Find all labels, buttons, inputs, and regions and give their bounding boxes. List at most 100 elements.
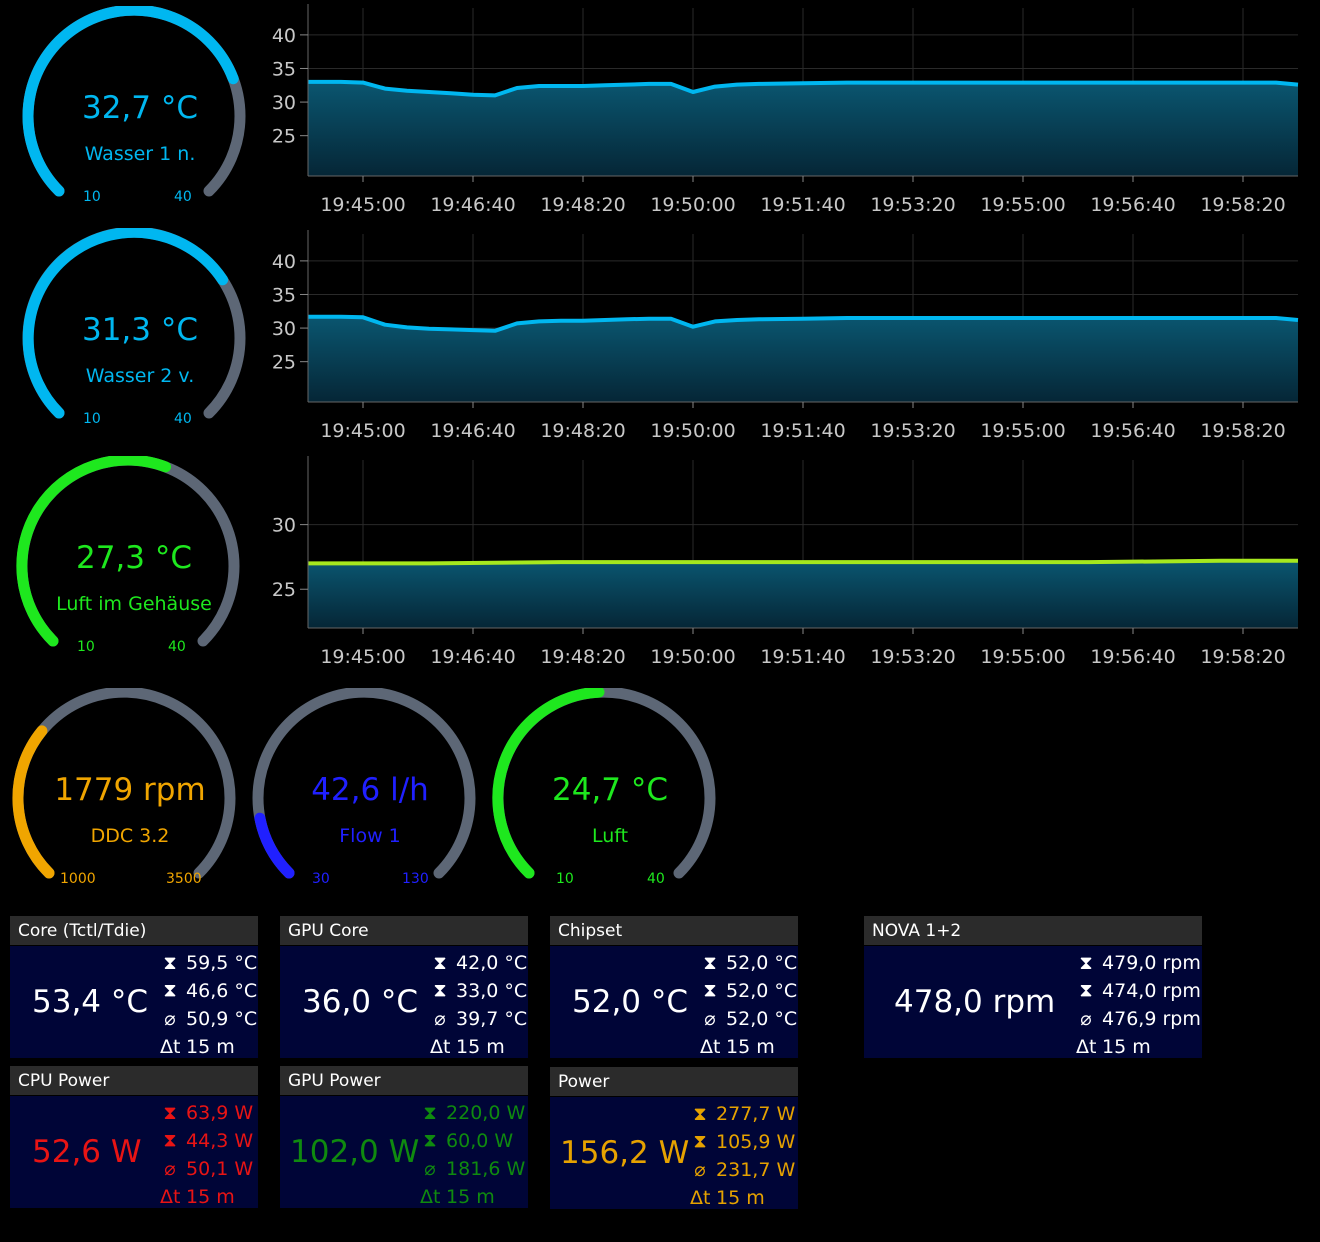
- card-body: 478,0 rpm ⧗ 479,0 rpm ⧗ 474,0 rpm ⌀ 476,…: [864, 946, 1202, 1058]
- card-stat-min: ⧗ 44,3 W: [160, 1127, 253, 1155]
- x-tick-label: 19:55:00: [980, 420, 1065, 442]
- card-title: Core (Tctl/Tdie): [10, 916, 258, 945]
- card-title: Power: [550, 1067, 798, 1096]
- gauge-ring: [492, 688, 716, 879]
- y-tick-label: 30: [272, 515, 296, 537]
- stat-max-value: 479,0 rpm: [1102, 952, 1201, 974]
- peak-min-icon: ⧗: [423, 1130, 437, 1152]
- average-icon: ⌀: [424, 1158, 436, 1180]
- y-tick-label: 25: [272, 352, 296, 374]
- card-stat-max: ⧗ 59,5 °C: [160, 949, 257, 977]
- card-stats: ⧗ 220,0 W ⧗ 60,0 W ⌀ 181,6 W Δt 15 m: [420, 1099, 525, 1211]
- x-tick-label: 19:50:00: [650, 194, 735, 216]
- stat-min-value: 474,0 rpm: [1102, 980, 1201, 1002]
- gauge-label: DDC 3.2: [90, 825, 170, 847]
- card-title: NOVA 1+2: [864, 916, 1202, 945]
- card-title: Chipset: [550, 916, 798, 945]
- card-nova-fans: NOVA 1+2 478,0 rpm ⧗ 479,0 rpm ⧗ 474,0 r…: [864, 916, 1202, 1058]
- x-tick-label: 19:51:40: [760, 194, 845, 216]
- card-gpu-core: GPU Core 36,0 °C ⧗ 42,0 °C ⧗ 33,0 °C ⌀ 3…: [280, 916, 528, 1058]
- x-tick-label: 19:51:40: [760, 646, 845, 668]
- gauge-label: Luft im Gehäuse: [56, 593, 212, 615]
- card-current-value: 36,0 °C: [302, 984, 419, 1020]
- card-body: 53,4 °C ⧗ 59,5 °C ⧗ 46,6 °C ⌀ 50,9 °C Δt…: [10, 946, 258, 1058]
- peak-max-icon: ⧗: [693, 1103, 707, 1125]
- x-tick-label: 19:58:20: [1200, 420, 1285, 442]
- card-stat-dt: Δt 15 m: [1076, 1033, 1201, 1061]
- x-tick-label: 19:45:00: [320, 646, 405, 668]
- card-title: GPU Power: [280, 1066, 528, 1095]
- card-stat-dt: Δt 15 m: [700, 1033, 797, 1061]
- gauge-ring: [12, 688, 236, 879]
- chart-luft-im-gehaeuse: 25 30 19:45:00 19:46:40 19:48:20 19:50:00 19:5…: [262, 456, 1312, 672]
- chart-svg: 25 30 35 40 19:45:00 19:46:40 19:48:20 19:50:00…: [272, 4, 1299, 216]
- card-stat-max: ⧗ 479,0 rpm: [1076, 949, 1201, 977]
- chart-wasser-2: 25 30 35 40 19:45:00 19:46:40 19:48:20 19:50:00…: [262, 230, 1312, 446]
- gauge-ring: [16, 456, 240, 647]
- card-stat-max: ⧗ 52,0 °C: [700, 949, 797, 977]
- y-tick-label: 35: [272, 284, 296, 306]
- peak-min-icon: ⧗: [163, 980, 177, 1002]
- peak-min-icon: ⧗: [703, 980, 717, 1002]
- gauge-min-label: 10: [556, 871, 574, 887]
- x-tick-label: 19:56:40: [1090, 194, 1175, 216]
- stat-avg-value: 52,0 °C: [726, 1008, 798, 1030]
- gauge-track: [252, 688, 476, 879]
- stat-min-value: 44,3 W: [186, 1130, 254, 1152]
- x-tick-label: 19:56:40: [1090, 646, 1175, 668]
- x-tick-label: 19:53:20: [870, 646, 955, 668]
- card-stat-avg: ⌀ 52,0 °C: [700, 1005, 797, 1033]
- stat-dt-value: 15 m: [186, 1186, 235, 1208]
- peak-max-icon: ⧗: [1079, 952, 1093, 974]
- gauge-min-label: 30: [312, 871, 330, 887]
- card-stats: ⧗ 277,7 W ⧗ 105,9 W ⌀ 231,7 W Δt 15 m: [690, 1100, 795, 1212]
- card-stat-avg: ⌀ 231,7 W: [690, 1156, 795, 1184]
- delta-time-icon: Δt: [430, 1036, 451, 1058]
- peak-min-icon: ⧗: [433, 980, 447, 1002]
- stat-dt-value: 15 m: [446, 1186, 495, 1208]
- stat-avg-value: 50,1 W: [186, 1158, 254, 1180]
- series-area: [308, 560, 1298, 628]
- x-tick-label: 19:48:20: [540, 420, 625, 442]
- stat-avg-value: 50,9 °C: [186, 1008, 258, 1030]
- card-stat-dt: Δt 15 m: [420, 1183, 525, 1211]
- card-body: 102,0 W ⧗ 220,0 W ⧗ 60,0 W ⌀ 181,6 W Δt …: [280, 1096, 528, 1208]
- chart-svg: 25 30 19:45:00 19:46:40 19:48:20 19:50:00 19:5…: [272, 456, 1298, 668]
- y-tick-label: 40: [272, 251, 296, 273]
- average-icon: ⌀: [434, 1008, 446, 1030]
- stat-avg-value: 181,6 W: [446, 1158, 526, 1180]
- card-stat-dt: Δt 15 m: [430, 1033, 527, 1061]
- card-stat-min: ⧗ 52,0 °C: [700, 977, 797, 1005]
- gauge-ring: [22, 6, 246, 197]
- y-tick-label: 30: [272, 318, 296, 340]
- gauge-wasser-2: 31,3 °C Wasser 2 v. 10 40: [20, 228, 260, 448]
- peak-max-icon: ⧗: [703, 952, 717, 974]
- gauge-min-label: 10: [83, 189, 101, 205]
- card-body: 52,6 W ⧗ 63,9 W ⧗ 44,3 W ⌀ 50,1 W Δt 15 …: [10, 1096, 258, 1208]
- card-stat-max: ⧗ 220,0 W: [420, 1099, 525, 1127]
- card-gpu-power: GPU Power 102,0 W ⧗ 220,0 W ⧗ 60,0 W ⌀ 1…: [280, 1066, 528, 1208]
- gauge-min-label: 1000: [60, 871, 96, 887]
- card-stats: ⧗ 59,5 °C ⧗ 46,6 °C ⌀ 50,9 °C Δt 15 m: [160, 949, 257, 1061]
- x-tick-label: 19:48:20: [540, 194, 625, 216]
- card-stats: ⧗ 479,0 rpm ⧗ 474,0 rpm ⌀ 476,9 rpm Δt 1…: [1076, 949, 1201, 1061]
- stat-max-value: 59,5 °C: [186, 952, 258, 974]
- gauge-luft: 24,7 °C Luft 10 40: [490, 688, 730, 908]
- gauge-value: 1779 rpm: [54, 772, 206, 808]
- x-tick-label: 19:53:20: [870, 194, 955, 216]
- x-tick-label: 19:46:40: [430, 646, 515, 668]
- series-area: [308, 81, 1298, 176]
- gauge-min-label: 10: [83, 411, 101, 427]
- gauge-label: Wasser 1 n.: [84, 143, 196, 165]
- x-tick-label: 19:55:00: [980, 646, 1065, 668]
- stat-dt-value: 15 m: [726, 1036, 775, 1058]
- delta-time-icon: Δt: [160, 1036, 181, 1058]
- card-core-tctl-tdie: Core (Tctl/Tdie) 53,4 °C ⧗ 59,5 °C ⧗ 46,…: [10, 916, 258, 1058]
- card-stats: ⧗ 42,0 °C ⧗ 33,0 °C ⌀ 39,7 °C Δt 15 m: [430, 949, 527, 1061]
- card-body: 36,0 °C ⧗ 42,0 °C ⧗ 33,0 °C ⌀ 39,7 °C Δt…: [280, 946, 528, 1058]
- gauge-max-label: 40: [174, 411, 192, 427]
- card-stat-dt: Δt 15 m: [160, 1183, 253, 1211]
- card-current-value: 478,0 rpm: [894, 984, 1056, 1020]
- card-stat-dt: Δt 15 m: [160, 1033, 257, 1061]
- gauge-ddc-pump: 1779 rpm DDC 3.2 1000 3500: [10, 688, 250, 908]
